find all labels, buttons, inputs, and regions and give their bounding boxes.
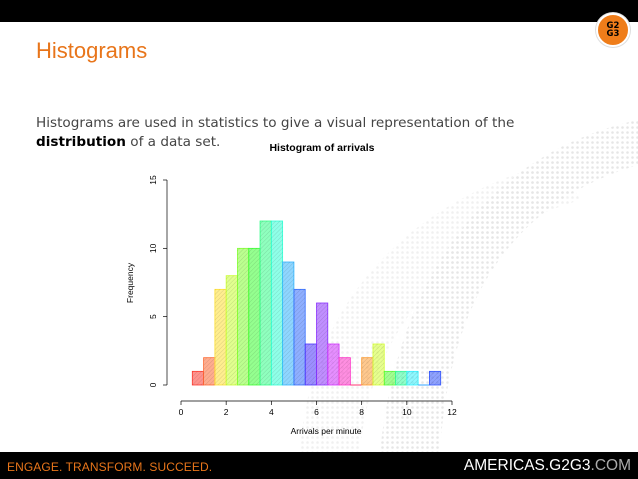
- chart-axes: 0 2 4 6 8 10 12 0 5 10 15: [148, 175, 457, 417]
- y-tick-label: 10: [148, 243, 158, 253]
- top-bar: [0, 0, 638, 22]
- g2g3-logo: G2 G3: [596, 13, 630, 47]
- bar-hatch: [339, 357, 351, 385]
- bar-hatch: [429, 371, 441, 385]
- x-axis-label: Arrivals per minute: [291, 426, 362, 436]
- histogram-bars: [191, 220, 442, 386]
- x-tick-label: 4: [269, 407, 274, 417]
- bar-hatch: [271, 221, 283, 385]
- intro-before: Histograms are used in statistics to giv…: [36, 115, 515, 131]
- footer-site-link[interactable]: AMERICAS.G2G3.COM: [464, 457, 631, 475]
- page-title: Histograms: [36, 38, 148, 63]
- x-tick-label: 0: [179, 407, 184, 417]
- y-axis-label: Frequency: [125, 262, 135, 303]
- footer-tagline: ENGAGE. TRANSFORM. SUCCEED.: [7, 460, 213, 474]
- bar-hatch: [226, 275, 238, 385]
- bar-hatch: [372, 344, 385, 385]
- bar-hatch: [248, 248, 261, 385]
- bar-hatch: [282, 262, 294, 385]
- bar-hatch: [361, 357, 373, 385]
- x-tick-label: 8: [359, 407, 364, 417]
- bar-hatch: [305, 344, 317, 385]
- bar-hatch: [192, 371, 204, 385]
- y-tick-label: 0: [148, 382, 158, 387]
- intro-paragraph: Histograms are used in statistics to giv…: [36, 114, 606, 152]
- x-tick-label: 2: [224, 407, 229, 417]
- bar-hatch: [395, 371, 407, 385]
- x-tick-label: 10: [402, 407, 412, 417]
- y-tick-label: 15: [148, 175, 158, 185]
- bar-hatch: [260, 221, 272, 385]
- bar-hatch: [406, 371, 419, 385]
- intro-after: of a data set.: [125, 134, 221, 150]
- footer-site-main: AMERICAS.G2G3: [463, 457, 591, 474]
- bar-hatch: [203, 357, 215, 385]
- x-tick-label: 6: [314, 407, 319, 417]
- bar-hatch: [316, 303, 328, 385]
- footer-site-suffix: .COM: [590, 457, 631, 474]
- bar-hatch: [237, 248, 249, 385]
- intro-emphasis: distribution: [36, 134, 126, 150]
- footer-bar: ENGAGE. TRANSFORM. SUCCEED. AMERICAS.G2G…: [0, 452, 638, 479]
- bar-hatch: [384, 371, 396, 385]
- bar-hatch: [327, 344, 340, 385]
- chart-title: Histogram of arrivals: [269, 142, 374, 154]
- logo-line-2: G3: [606, 29, 620, 39]
- logo-line-1: G2: [606, 21, 620, 31]
- y-tick-label: 5: [148, 314, 158, 319]
- bar-hatch: [293, 289, 306, 385]
- x-tick-label: 12: [447, 407, 457, 417]
- bar-hatch: [214, 289, 227, 385]
